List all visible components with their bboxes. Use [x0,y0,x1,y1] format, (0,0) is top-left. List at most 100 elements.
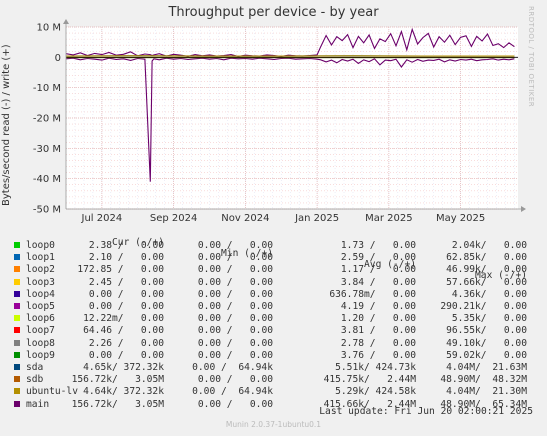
legend-avg: 5.51k/ 424.73k [335,362,416,373]
legend-swatch [14,364,20,370]
legend-max: 290.21k/ 0.00 [440,301,527,312]
legend-name: loop1 [26,252,55,264]
legend-min: 0.00 / 0.00 [197,301,273,312]
legend-max: 4.36k/ 0.00 [451,288,527,300]
legend-cur: 64.46 / 0.00 [83,325,164,337]
legend-swatch [14,278,20,285]
y-tick-label: -20 M [33,114,61,125]
legend-avg: 5.29k/ 424.58k [335,386,416,398]
legend-min: 0.00 / 0.00 [197,288,273,300]
legend-name: ubuntu-lv [26,386,78,398]
legend-swatch [14,388,20,395]
x-tick-label: Jul 2024 [81,213,123,224]
legend-swatch [14,242,20,248]
legend-min: 0.00 / 0.00 [197,398,273,410]
legend-header-max: Max (-/+) [475,270,527,281]
x-tick-label: Sep 2024 [150,213,197,224]
legend-min: 0.00 / 0.00 [197,349,273,361]
legend-swatch [14,376,20,383]
legend-max: 57.66k/ 0.00 [446,276,527,288]
legend-name: loop2 [26,264,55,276]
legend-name: loop7 [26,325,55,337]
legend-avg: 636.78m/ 0.00 [329,288,416,300]
x-tick-label: May 2025 [436,213,485,224]
legend-cur: 2.10 / 0.00 [88,252,164,264]
y-tick-label: 10 M [36,23,61,34]
legend-max: 62.85k/ 0.00 [446,252,527,264]
legend-cur: 2.38 / 0.00 [88,240,164,251]
x-tick-label: Mar 2025 [365,213,413,224]
y-tick-label: -30 M [33,144,61,155]
legend-swatch [14,327,20,334]
legend-swatch [14,254,20,261]
legend-cur: 4.64k/ 372.32k [83,386,164,398]
munin-footer: Munin 2.0.37-1ubuntu0.1 [225,420,322,429]
legend-name: sdb [26,374,44,386]
legend-avg: 415.75k/ 2.44M [323,374,416,386]
y-tick-label: 0 [55,53,61,64]
legend-header-avg: Avg (-/+) [364,259,416,270]
y-axis-arrow [63,19,69,24]
legend-min: 0.00 / 0.00 [197,325,273,337]
legend-min: 0.00 / 0.00 [197,313,273,325]
legend-name: loop6 [26,313,55,325]
series-main-write [65,27,515,57]
legend-avg: 2.78 / 0.00 [340,337,416,349]
legend-swatch [14,266,20,273]
legend-cur: 0.00 / 0.00 [88,349,164,361]
legend-min: 0.00 / 0.00 [197,374,273,386]
legend-row-loop3: loop3 2.45 / 0.00 0.00 / 0.00 3.84 / 0.00 57… [0,277,547,289]
legend-max: 49.10k/ 0.00 [446,337,527,349]
legend-min: 0.00 / 0.00 [197,337,273,349]
legend-avg: 3.84 / 0.00 [340,276,416,288]
legend-swatch [14,351,20,358]
legend-avg: 1.20 / 0.00 [340,313,416,325]
legend-swatch [14,315,20,322]
legend-max: 5.35k/ 0.00 [451,313,527,325]
legend-row-main: main 156.72k/ 3.05M 0.00 / 0.00 415.66k/ 2.… [0,399,547,411]
legend-row-sda: sda 4.65k/ 372.32k 0.00 / 64.94k 5.51k/ 424… [0,362,547,374]
legend-avg: 3.76 / 0.00 [340,349,416,361]
legend-max: 48.90M/ 65.34M [440,398,527,410]
legend-name: loop3 [26,276,55,288]
legend-name: loop4 [26,288,55,300]
legend-max: 46.99k/ 0.00 [446,264,527,276]
x-tick-label: Nov 2024 [221,213,269,224]
legend-row-loop9: loop9 0.00 / 0.00 0.00 / 0.00 3.76 / 0.00 59… [0,350,547,362]
legend-min: 0.00 / 0.00 [197,252,273,264]
legend-min: 0.00 / 0.00 [197,240,273,251]
legend-avg: 2.59 / 0.00 [340,252,416,264]
legend-row-loop8: loop8 2.26 / 0.00 0.00 / 0.00 2.78 / 0.00 49… [0,338,547,350]
series-main-read [65,57,515,182]
legend-avg: 3.81 / 0.00 [340,325,416,337]
legend-cur: 0.00 / 0.00 [88,288,164,300]
legend-min: 0.00 / 0.00 [197,264,273,276]
legend-name: sda [26,362,44,373]
legend-cur: 2.45 / 0.00 [88,276,164,288]
legend-max: 96.55k/ 0.00 [446,325,527,337]
legend-cur: 172.85 / 0.00 [77,264,164,276]
legend-cur: 156.72k/ 3.05M [71,398,164,410]
legend-cur: 156.72k/ 3.05M [71,374,164,386]
legend-name: loop0 [26,240,55,251]
legend-max: 48.90M/ 48.32M [440,374,527,386]
legend-row-loop1: loop1 2.10 / 0.00 0.00 / 0.00 2.59 / 0.00 62… [0,252,547,264]
legend-max: 4.04M/ 21.63M [446,362,527,373]
legend-name: loop5 [26,301,55,312]
legend-row-loop6: loop6 12.22m/ 0.00 0.00 / 0.00 1.20 / 0.00 5… [0,313,547,325]
y-tick-label: -10 M [33,83,61,94]
last-update: Last update: Fri Jun 20 02:00:21 2025 [319,406,533,417]
legend-max: 2.04k/ 0.00 [451,240,527,251]
legend-name: loop9 [26,349,55,361]
legend-avg: 1.73 / 0.00 [340,240,416,251]
legend-row-loop2: loop2 172.85 / 0.00 0.00 / 0.00 1.17 / 0.00… [0,264,547,276]
y-tick-label: -40 M [33,174,61,185]
x-tick-label: Jan 2025 [294,213,339,224]
legend-row-loop7: loop7 64.46 / 0.00 0.00 / 0.00 3.81 / 0.00 9… [0,325,547,337]
legend-avg: 4.19 / 0.00 [340,301,416,312]
legend-header-cur: Cur (-/+) [112,237,164,248]
chart-title: Throughput per device - by year [168,5,379,20]
legend-min: 0.00 / 0.00 [197,276,273,288]
legend-swatch [14,290,20,297]
legend-cur: 2.26 / 0.00 [88,337,164,349]
